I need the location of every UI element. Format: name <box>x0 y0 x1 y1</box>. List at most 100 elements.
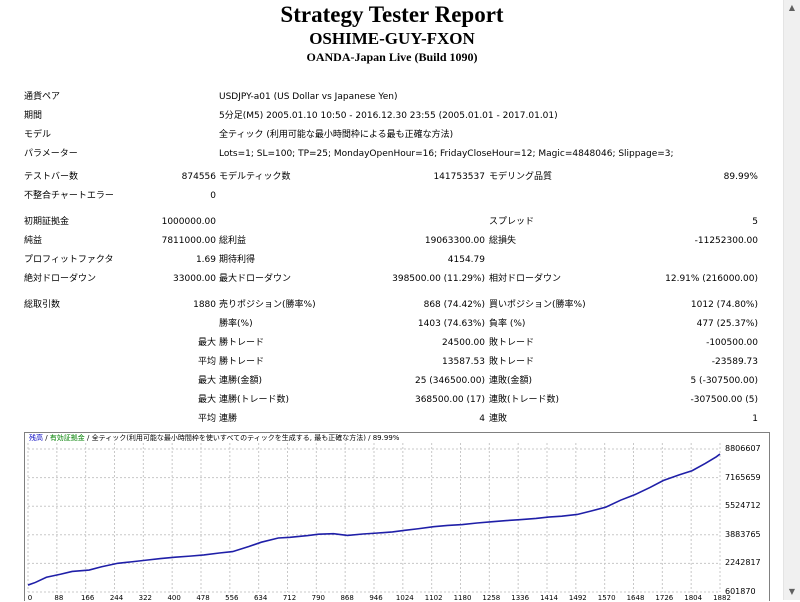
pf-value: 1.69 <box>195 255 216 265</box>
consec-losses-value: 5 (-307500.00) <box>690 376 758 386</box>
pf-label: プロフィットファクタ <box>24 255 114 265</box>
mismatch-value: 0 <box>210 191 216 201</box>
x-tick-label: 244 <box>109 594 124 602</box>
period-value: 5分足(M5) 2005.01.10 10:50 - 2016.12.30 23… <box>219 111 558 121</box>
abs-dd-label: 絶対ドローダウン <box>24 274 97 284</box>
gross-profit-value: 19063300.00 <box>424 236 485 246</box>
ticks-value: 141753537 <box>433 172 485 182</box>
y-tick-label: 7165659 <box>725 472 761 482</box>
legend-equity: 有効証拠金 <box>49 434 85 442</box>
rel-dd-label: 相対ドローダウン <box>489 274 562 284</box>
total-trades-label: 総取引数 <box>24 300 61 310</box>
gross-loss-value: -11252300.00 <box>694 236 758 246</box>
quality-value: 89.99% <box>723 172 758 182</box>
avg-prefix: 平均 <box>197 357 216 367</box>
consec-wins-value: 25 (346500.00) <box>414 376 485 386</box>
avg-loss-label: 敗トレード <box>489 357 535 367</box>
win-label: 勝率(%) <box>219 319 253 329</box>
scroll-up-icon[interactable]: ▲ <box>788 3 796 12</box>
scroll-down-icon[interactable]: ▼ <box>788 587 796 596</box>
report-title: Strategy Tester Report <box>280 2 504 27</box>
model-label: モデル <box>24 130 52 140</box>
x-tick-label: 322 <box>138 594 153 602</box>
ticks-label: モデルティック数 <box>219 172 291 182</box>
x-tick-label: 712 <box>282 594 297 602</box>
x-tick-label: 556 <box>225 594 239 602</box>
period-label: 期間 <box>24 111 43 121</box>
max-prefix-2: 最大 <box>197 376 216 386</box>
max-dd-label: 最大ドローダウン <box>219 274 292 284</box>
largest-win-value: 24500.00 <box>442 338 485 348</box>
x-tick-label: 1336 <box>511 594 530 602</box>
params-label: パラメーター <box>24 149 78 159</box>
consec-profit-value: 368500.00 (17) <box>414 395 485 405</box>
x-tick-label: 1492 <box>568 594 587 602</box>
consec-loss-value: -307500.00 (5) <box>690 395 758 405</box>
consec-wins-label: 連勝(金額) <box>219 376 263 386</box>
x-tick-label: 1648 <box>626 594 645 602</box>
y-tick-label: 3883765 <box>725 529 761 539</box>
consec-loss-label: 連敗(トレード数) <box>489 395 560 405</box>
long-label: 買いポジション(勝率%) <box>489 300 586 310</box>
avg-consec-wins-value: 4 <box>479 414 485 424</box>
largest-loss-label: 敗トレード <box>489 338 535 348</box>
x-tick-label: 946 <box>369 594 383 602</box>
avg-loss-value: -23589.73 <box>711 357 758 367</box>
loss-value: 477 (25.37%) <box>696 319 758 329</box>
avg-win-label: 勝トレード <box>219 357 265 367</box>
bars-value: 874556 <box>181 172 216 182</box>
x-tick-label: 1180 <box>453 594 472 602</box>
max-dd-value: 398500.00 (11.29%) <box>392 274 485 284</box>
rel-dd-value: 12.91% (216000.00) <box>665 274 758 284</box>
params-value: Lots=1; SL=100; TP=25; MondayOpenHour=16… <box>219 149 674 159</box>
largest-win-label: 勝トレード <box>219 338 265 348</box>
avg-consec-wins-label: 連勝 <box>219 414 238 424</box>
x-tick-label: 1414 <box>540 594 558 602</box>
gross-profit-label: 総利益 <box>219 236 247 246</box>
mismatch-label: 不整合チャートエラー <box>24 191 114 201</box>
net-value: 7811000.00 <box>161 236 216 246</box>
abs-dd-value: 33000.00 <box>173 274 216 284</box>
y-tick-label: 5524712 <box>725 501 761 511</box>
x-tick-label: 1804 <box>684 594 703 602</box>
chart-legend: 残高 / 有効証拠金 / 全ティック(利用可能な最小時間枠を使いすべてのティック… <box>29 434 399 443</box>
balance-line <box>27 453 721 586</box>
balance-chart <box>24 432 770 601</box>
short-label: 売りポジション(勝率%) <box>219 300 316 310</box>
bars-label: テストバー数 <box>24 172 79 182</box>
x-tick-label: 1024 <box>395 594 414 602</box>
x-tick-label: 868 <box>340 594 354 602</box>
x-tick-label: 1102 <box>424 594 443 602</box>
net-label: 純益 <box>24 236 43 246</box>
chart-plot <box>27 443 721 593</box>
x-tick-label: 1726 <box>655 594 674 602</box>
x-tick-label: 1882 <box>713 594 731 602</box>
spread-label: スプレッド <box>489 217 535 227</box>
avg-consec-losses-value: 1 <box>752 414 758 424</box>
consec-profit-label: 連勝(トレード数) <box>219 395 290 405</box>
payoff-label: 期待利得 <box>219 255 256 265</box>
spread-value: 5 <box>752 217 758 227</box>
max-prefix-3: 最大 <box>197 395 216 405</box>
legend-balance: 残高 <box>29 434 43 442</box>
avg-win-value: 13587.53 <box>442 357 485 367</box>
x-tick-label: 400 <box>167 594 181 602</box>
vertical-scrollbar[interactable]: ▲ ▼ <box>783 0 800 600</box>
y-tick-label: 2242817 <box>725 558 761 568</box>
avg-prefix-2: 平均 <box>197 414 216 424</box>
deposit-value: 1000000.00 <box>161 217 216 227</box>
x-tick-label: 1258 <box>482 594 501 602</box>
x-tick-label: 634 <box>253 594 268 602</box>
symbol-label: 通貨ペア <box>24 92 61 102</box>
y-tick-label: 601870 <box>725 587 756 596</box>
consec-losses-label: 連敗(金額) <box>489 376 533 386</box>
x-tick-label: 1570 <box>597 594 616 602</box>
win-value: 1403 (74.63%) <box>417 319 485 329</box>
x-tick-label: 478 <box>196 594 210 602</box>
legend-rest: / 全ティック(利用可能な最小時間枠を使いすべてのティックを生成する, 最も正確… <box>84 434 400 442</box>
model-value: 全ティック (利用可能な最小時間枠による最も正確な方法) <box>219 130 454 140</box>
x-tick-label: 166 <box>80 594 95 602</box>
x-tick-label: 88 <box>54 594 64 602</box>
loss-label: 負率 (%) <box>489 319 526 329</box>
quality-label: モデリング品質 <box>489 172 553 182</box>
